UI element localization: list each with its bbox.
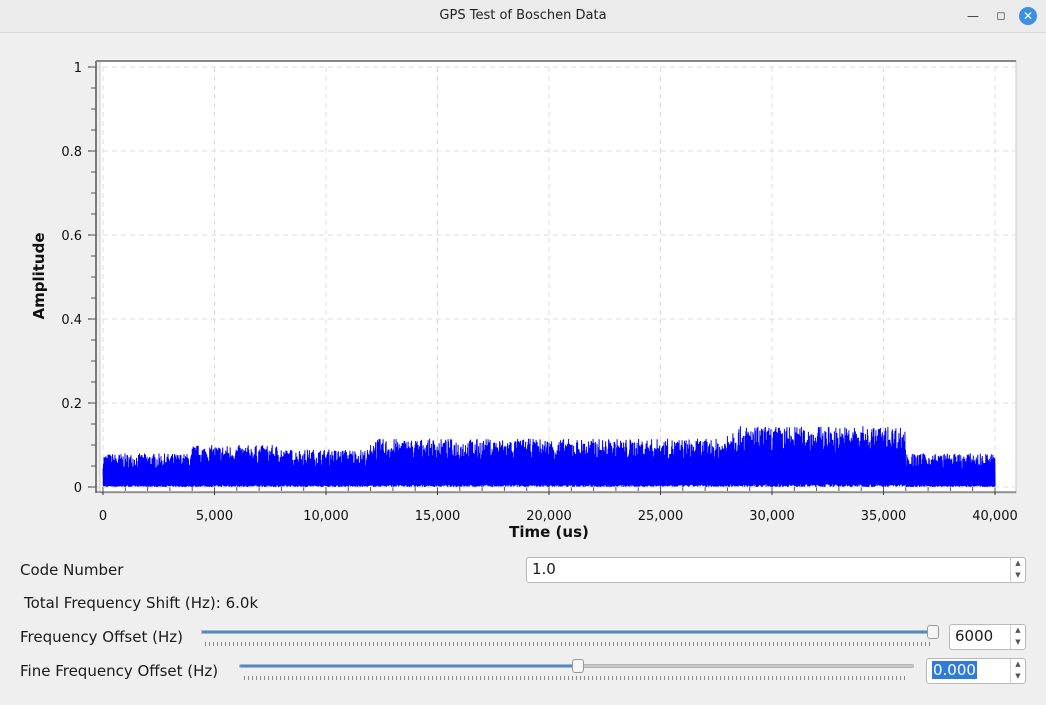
total-shift-label: Total Frequency Shift (Hz):: [24, 594, 221, 612]
y-axis-label: Amplitude: [30, 232, 48, 319]
y-tick-label: 1: [74, 61, 82, 76]
maximize-icon[interactable]: ◻: [996, 9, 1006, 22]
x-axis-label: Time (us): [509, 523, 589, 541]
code-number-spinner[interactable]: ▲ ▼: [1010, 558, 1025, 582]
fine-frequency-offset-fill: [240, 665, 578, 667]
amplitude-chart: 0 5,000 10,000 15,000 20,000 25,000 30,000 35,0…: [30, 60, 1018, 541]
spin-up-icon[interactable]: ▲: [1015, 660, 1021, 668]
x-tick-label: 40,000: [972, 509, 1018, 524]
spin-down-icon[interactable]: ▼: [1015, 638, 1021, 646]
x-tick-label: 10,000: [303, 509, 349, 524]
spin-up-icon[interactable]: ▲: [1015, 626, 1021, 634]
x-tick-label: 30,000: [749, 509, 795, 524]
spin-down-icon[interactable]: ▼: [1015, 571, 1021, 579]
x-tick-label: 0: [99, 509, 107, 524]
y-tick-label: 0.4: [61, 313, 82, 328]
y-tick-label: 0.6: [61, 229, 82, 244]
frequency-offset-ticks: [205, 642, 933, 646]
signal-trace: [102, 426, 996, 488]
spin-down-icon[interactable]: ▼: [1015, 672, 1021, 680]
y-tick-label: 0.2: [61, 397, 82, 412]
minimize-icon[interactable]: —: [967, 9, 979, 23]
total-shift-row: Total Frequency Shift (Hz): 6.0k: [24, 594, 258, 612]
x-tick-label: 35,000: [861, 509, 907, 524]
fine-frequency-offset-slider[interactable]: [239, 659, 914, 673]
frequency-offset-input[interactable]: 6000 ▲ ▼: [949, 624, 1026, 650]
fine-frequency-offset-label: Fine Frequency Offset (Hz): [20, 662, 219, 680]
frequency-offset-label: Frequency Offset (Hz): [20, 628, 183, 646]
plot-background: [99, 60, 1017, 494]
close-icon[interactable]: ✕: [1019, 7, 1037, 25]
fine-frequency-offset-spinner[interactable]: ▲ ▼: [1010, 659, 1025, 683]
frequency-offset-slider[interactable]: [201, 625, 939, 639]
window-title: GPS Test of Boschen Data: [439, 8, 607, 23]
frequency-offset-fill: [202, 631, 933, 633]
y-tick-label: 0.8: [61, 145, 82, 160]
title-bar: GPS Test of Boschen Data — ◻ ✕: [0, 0, 1046, 33]
fine-frequency-offset-ticks: [244, 676, 908, 680]
code-number-label: Code Number: [20, 561, 124, 579]
x-tick-label: 5,000: [196, 509, 233, 524]
x-tick-label: 20,000: [526, 509, 572, 524]
frequency-offset-handle[interactable]: [927, 625, 939, 639]
time-plot: 0 5,000 10,000 15,000 20,000 25,000 30,000 35,0…: [0, 33, 1046, 543]
spin-up-icon[interactable]: ▲: [1015, 559, 1021, 567]
y-tick-label: 0: [74, 481, 82, 496]
frequency-offset-spinner[interactable]: ▲ ▼: [1010, 625, 1025, 649]
fine-frequency-offset-value: 0.000: [932, 661, 977, 679]
x-tick-label: 25,000: [638, 509, 684, 524]
total-shift-value: 6.0k: [225, 594, 259, 612]
code-number-input[interactable]: 1.0 ▲ ▼: [526, 557, 1026, 583]
code-number-value: 1.0: [532, 560, 556, 578]
fine-frequency-offset-handle[interactable]: [571, 659, 584, 673]
fine-frequency-offset-input[interactable]: 0.000 ▲ ▼: [926, 658, 1026, 684]
x-tick-label: 15,000: [415, 509, 461, 524]
frequency-offset-value: 6000: [955, 627, 994, 645]
